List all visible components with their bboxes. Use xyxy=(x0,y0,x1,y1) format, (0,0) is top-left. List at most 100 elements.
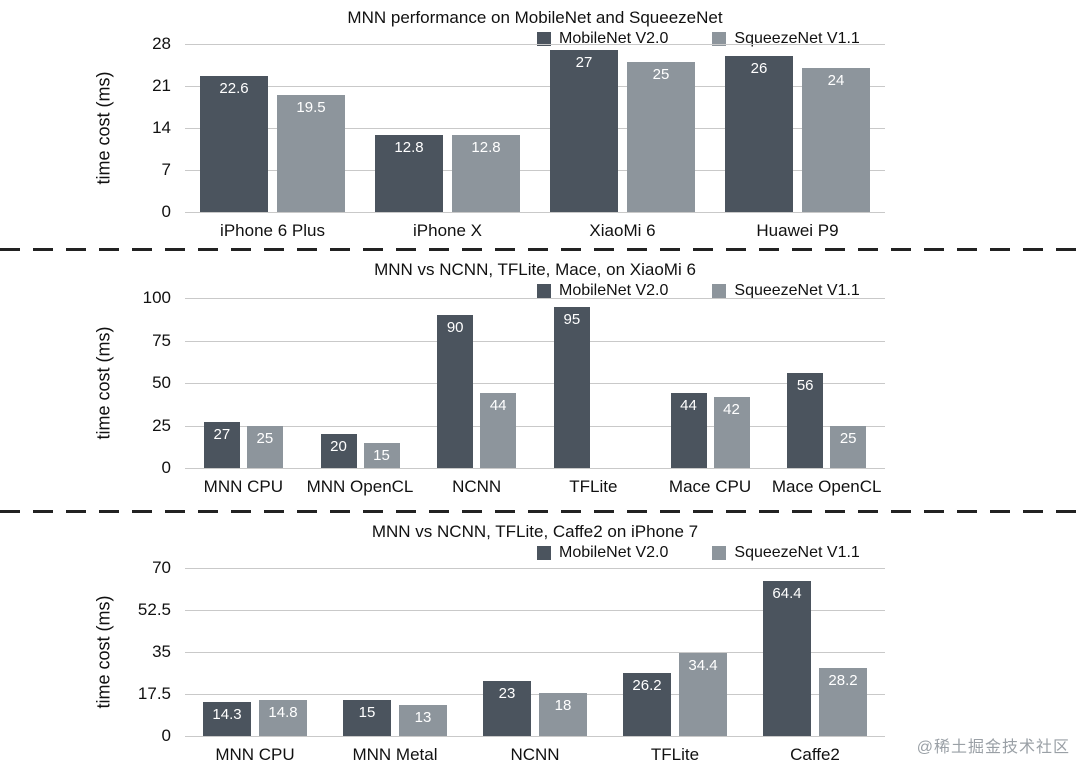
y-tick-label: 35 xyxy=(152,642,171,661)
bar: 24 xyxy=(802,68,870,212)
bar-value-label: 24 xyxy=(827,72,845,89)
x-category-label: Mace CPU xyxy=(668,477,752,496)
legend-item-mobilenet: MobileNet V2.0 xyxy=(537,544,668,562)
legend-swatch-mobilenet-icon xyxy=(537,32,551,46)
x-category-label: MNN OpenCL xyxy=(306,477,414,496)
legend-swatch-squeezenet-icon xyxy=(712,32,727,46)
y-tick-label: 100 xyxy=(142,288,171,307)
y-tick-label: 0 xyxy=(161,726,171,745)
bar: 13 xyxy=(399,704,447,736)
bar-value-label: 15 xyxy=(358,704,376,721)
watermark: @稀土掘金技术社区 xyxy=(916,739,1070,756)
legend-label-squeezenet: SqueezeNet V1.1 xyxy=(734,30,860,47)
y-tick-label: 0 xyxy=(161,202,171,221)
bar-value-label: 42 xyxy=(723,400,740,418)
bar-value-label: 18 xyxy=(554,696,572,714)
bar-value-label: 90 xyxy=(446,319,464,336)
y-tick-label: 25 xyxy=(152,415,171,435)
bar: 64.4 xyxy=(763,581,811,736)
y-axis-label: time cost (ms) xyxy=(93,71,114,185)
y-tick-label: 52.5 xyxy=(137,600,171,619)
gridline xyxy=(185,340,885,342)
gridline xyxy=(185,568,885,569)
y-tick-label: 0 xyxy=(161,458,171,477)
gridline xyxy=(185,86,885,87)
bar-value-label: 64.4 xyxy=(772,585,802,603)
chart-title: MNN vs NCNN, TFLite, Mace, on XiaoMi 6 xyxy=(374,260,696,279)
legend-label-squeezenet: SqueezeNet V1.1 xyxy=(734,282,860,299)
gridline xyxy=(185,383,885,384)
bar-value-label: 13 xyxy=(414,708,432,726)
bar-value-label: 14.8 xyxy=(268,704,298,722)
bar: 23 xyxy=(483,680,531,736)
bar-value-label: 20 xyxy=(330,438,347,455)
bar: 95 xyxy=(553,306,590,468)
x-category-label: MNN CPU xyxy=(215,745,295,764)
y-tick-label: 21 xyxy=(152,76,171,95)
bar: 19.5 xyxy=(277,95,345,212)
legend-item-squeezenet: SqueezeNet V1.1 xyxy=(712,544,860,562)
y-axis-label: time cost (ms) xyxy=(93,595,114,709)
bar-value-label: 12.8 xyxy=(394,139,424,157)
y-tick-label: 17.5 xyxy=(137,684,171,703)
bar-value-label: 19.5 xyxy=(296,99,326,116)
bar: 22.6 xyxy=(200,76,268,212)
bar: 26.2 xyxy=(623,673,671,736)
chart-title: MNN performance on MobileNet and Squeeze… xyxy=(347,8,723,27)
bar-value-label: 56 xyxy=(796,376,814,394)
y-tick-label: 50 xyxy=(152,373,171,392)
legend-label-squeezenet: SqueezeNet V1.1 xyxy=(734,544,860,561)
gridline xyxy=(185,425,885,427)
legend-label-mobilenet: MobileNet V2.0 xyxy=(559,30,669,47)
bar-value-label: 44 xyxy=(680,397,697,415)
x-category-label: Huawei P9 xyxy=(756,221,839,240)
x-category-label: iPhone 6 Plus xyxy=(220,221,325,240)
y-tick-label: 28 xyxy=(152,34,171,53)
y-axis-label: time cost (ms) xyxy=(93,326,114,440)
bar-value-label: 25 xyxy=(256,429,274,447)
x-category-label: MNN Metal xyxy=(352,745,438,764)
bar: 15 xyxy=(363,442,400,468)
gridline xyxy=(185,736,885,737)
x-category-label: TFLite xyxy=(569,477,618,496)
chart-mnn-performance: MNN performance on MobileNet and Squeeze… xyxy=(0,0,1080,248)
bar-value-label: 25 xyxy=(839,429,857,447)
bar: 12.8 xyxy=(375,135,443,212)
legend-swatch-mobilenet-icon xyxy=(537,546,551,560)
gridline xyxy=(185,128,885,129)
y-tick-label: 70 xyxy=(152,558,171,577)
bar: 26 xyxy=(725,56,793,212)
y-tick-label: 75 xyxy=(152,330,171,350)
dashed-separator xyxy=(0,248,1080,252)
gridline xyxy=(185,170,885,171)
bar: 90 xyxy=(437,315,474,468)
bar-value-label: 27 xyxy=(213,426,231,444)
bar-value-label: 26 xyxy=(750,60,768,77)
gridline xyxy=(185,694,885,695)
y-tick-label: 14 xyxy=(152,118,171,137)
legend-item-mobilenet: MobileNet V2.0 xyxy=(537,30,668,48)
bar: 34.4 xyxy=(679,653,727,736)
gridline xyxy=(185,652,885,653)
legend-swatch-squeezenet-icon xyxy=(712,284,727,298)
gridline xyxy=(185,44,885,45)
bar: 25 xyxy=(830,425,867,468)
plot-area: 0 17.5 35 52.5 70 MNN CPU 14.3 14.8 MNN Metal 15 1… xyxy=(138,558,885,764)
chart-mnn-vs-frameworks-iphone7: MNN vs NCNN, TFLite, Caffe2 on iPhone 7 … xyxy=(0,514,1080,765)
legend-label-mobilenet: MobileNet V2.0 xyxy=(559,282,669,299)
bar-value-label: 26.2 xyxy=(632,677,662,695)
bar-value-label: 14.3 xyxy=(212,705,242,723)
chart-legend: MobileNet V2.0 SqueezeNet V1.1 xyxy=(537,544,860,562)
bar: 25 xyxy=(627,62,695,212)
bar-value-label: 95 xyxy=(563,310,581,328)
bar: 12.8 xyxy=(452,135,520,212)
bar-value-label: 23 xyxy=(498,684,516,702)
x-category-label: NCNN xyxy=(452,477,502,496)
bar: 15 xyxy=(343,700,391,736)
bar: 20 xyxy=(320,434,357,468)
x-category-label: Caffe2 xyxy=(790,745,840,764)
legend-swatch-squeezenet-icon xyxy=(712,546,727,560)
x-category-label: MNN CPU xyxy=(203,477,283,496)
chart-mnn-vs-frameworks-xiaomi6: MNN vs NCNN, TFLite, Mace, on XiaoMi 6 M… xyxy=(0,252,1080,510)
bar: 44 xyxy=(670,393,707,468)
